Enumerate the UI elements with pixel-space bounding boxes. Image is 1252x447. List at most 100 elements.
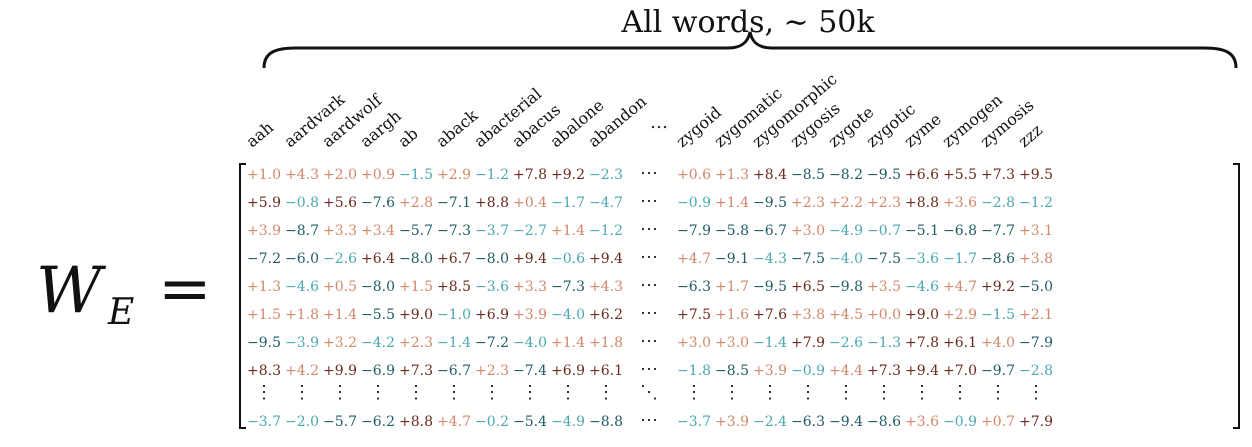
matrix-cell: −7.7 [981, 223, 1015, 239]
matrix-cell: −9.5 [753, 279, 787, 295]
column-ellipsis: ⋮ [293, 382, 311, 403]
matrix-cell: +1.4 [551, 335, 585, 351]
matrix-cell: −0.9 [791, 363, 825, 379]
column-ellipsis: ⋮ [521, 382, 539, 403]
matrix-cell: +7.0 [943, 363, 977, 379]
matrix-cell: +2.3 [791, 195, 825, 211]
matrix-cell: +8.5 [437, 279, 471, 295]
row-ellipsis: ⋯ [640, 219, 658, 240]
matrix-cell: +2.3 [399, 335, 433, 351]
matrix-cell: −4.6 [285, 279, 319, 295]
matrix-cell: −6.7 [437, 363, 471, 379]
matrix-cell: +7.8 [905, 335, 939, 351]
matrix-cell: −0.9 [677, 195, 711, 211]
matrix-cell: +6.2 [589, 307, 623, 323]
matrix-cell: +1.5 [399, 279, 433, 295]
matrix-cell: −7.5 [867, 251, 901, 267]
matrix-cell: −1.7 [551, 195, 585, 211]
column-header-ab: ab [394, 124, 421, 151]
matrix-cell: +7.6 [753, 307, 787, 323]
matrix-cell: +2.0 [323, 167, 357, 183]
matrix-cell: +4.7 [437, 414, 471, 430]
column-ellipsis: ⋮ [369, 382, 387, 403]
matrix-cell: +6.1 [589, 363, 623, 379]
matrix-cell: +6.6 [905, 167, 939, 183]
matrix-cell: +1.8 [589, 335, 623, 351]
matrix-cell: −5.0 [1019, 279, 1053, 295]
matrix-cell: −8.8 [589, 414, 623, 430]
matrix-cell: +8.8 [905, 195, 939, 211]
matrix-cell: +6.5 [791, 279, 825, 295]
matrix-cell: −4.9 [829, 223, 863, 239]
matrix-cell: +2.3 [867, 195, 901, 211]
matrix-cell: +3.4 [361, 223, 395, 239]
matrix-cell: −1.7 [943, 251, 977, 267]
matrix-cell: −2.6 [829, 335, 863, 351]
matrix-cell: −4.0 [829, 251, 863, 267]
matrix-cell: +6.4 [361, 251, 395, 267]
column-ellipsis: ⋮ [407, 382, 425, 403]
matrix-subscript: E [107, 292, 134, 333]
matrix-cell: −7.3 [551, 279, 585, 295]
matrix-cell: +1.8 [285, 307, 319, 323]
matrix-cell: −6.2 [361, 414, 395, 430]
matrix-cell: +0.5 [323, 279, 357, 295]
matrix-cell: +1.7 [715, 279, 749, 295]
matrix-cell: +3.5 [867, 279, 901, 295]
matrix-cell: −9.4 [829, 414, 863, 430]
matrix-cell: +4.0 [981, 335, 1015, 351]
matrix-cell: −8.7 [285, 223, 319, 239]
matrix-cell: −6.0 [285, 251, 319, 267]
column-ellipsis: ⋮ [799, 382, 817, 403]
matrix-cell: +3.0 [715, 335, 749, 351]
matrix-cell: −9.5 [247, 335, 281, 351]
matrix-cell: −1.2 [475, 167, 509, 183]
matrix-cell: −8.0 [361, 279, 395, 295]
matrix-cell: +4.5 [829, 307, 863, 323]
matrix-cell: −2.7 [513, 223, 547, 239]
matrix-cell: −4.6 [905, 279, 939, 295]
column-ellipsis: ⋮ [255, 382, 273, 403]
row-ellipsis: ⋯ [640, 359, 658, 380]
matrix-cell: −9.5 [753, 195, 787, 211]
diagonal-ellipsis: ⋱ [640, 382, 658, 403]
matrix-cell: −1.4 [753, 335, 787, 351]
matrix-cell: +9.0 [399, 307, 433, 323]
matrix-cell: +4.7 [943, 279, 977, 295]
matrix-cell: +3.6 [905, 414, 939, 430]
matrix-cell: −9.5 [867, 167, 901, 183]
matrix-cell: +0.6 [677, 167, 711, 183]
matrix-cell: −7.4 [513, 363, 547, 379]
matrix-cell: −3.9 [285, 335, 319, 351]
matrix-cell: +7.8 [513, 167, 547, 183]
matrix-cell: +2.3 [475, 363, 509, 379]
matrix-cell: +1.4 [715, 195, 749, 211]
matrix-cell: +3.9 [513, 307, 547, 323]
matrix-cell: −8.6 [981, 251, 1015, 267]
row-ellipsis: ⋯ [640, 191, 658, 212]
matrix-cell: −3.7 [247, 414, 281, 430]
matrix-cell: +7.3 [981, 167, 1015, 183]
column-ellipsis: ⋮ [913, 382, 931, 403]
matrix-cell: −9.7 [981, 363, 1015, 379]
matrix-cell: +3.1 [1019, 223, 1053, 239]
matrix-cell: −2.0 [285, 414, 319, 430]
matrix-cell: +7.3 [399, 363, 433, 379]
column-ellipsis: ⋮ [989, 382, 1007, 403]
matrix-cell: +4.3 [285, 167, 319, 183]
matrix-cell: +3.9 [753, 363, 787, 379]
column-ellipsis: ⋮ [837, 382, 855, 403]
matrix-cell: +5.5 [943, 167, 977, 183]
matrix-cell: +1.5 [247, 307, 281, 323]
row-ellipsis: ⋯ [640, 410, 658, 431]
matrix-cell: −8.0 [475, 251, 509, 267]
matrix-label: W E = [36, 252, 212, 333]
matrix-cell: −7.3 [437, 223, 471, 239]
matrix-cell: −4.7 [589, 195, 623, 211]
matrix-cell: −4.0 [551, 307, 585, 323]
left-bracket [239, 163, 246, 429]
row-ellipsis: ⋯ [640, 275, 658, 296]
matrix-cell: +1.4 [323, 307, 357, 323]
column-ellipsis: ⋮ [875, 382, 893, 403]
matrix-cell: −7.5 [791, 251, 825, 267]
